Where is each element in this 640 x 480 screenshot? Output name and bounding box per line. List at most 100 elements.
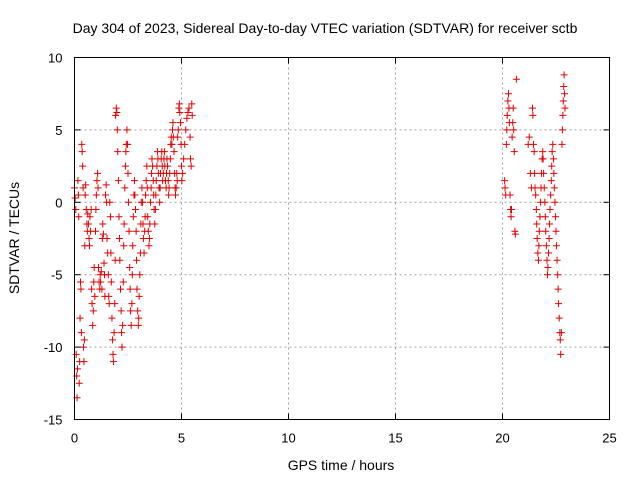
- data-point: [144, 227, 152, 235]
- data-point: [547, 177, 555, 185]
- data-point: [530, 140, 538, 148]
- data-point: [510, 126, 518, 134]
- data-point: [530, 148, 538, 156]
- data-point: [551, 198, 559, 206]
- data-point: [558, 126, 566, 134]
- data-point: [181, 140, 189, 148]
- data-point: [169, 119, 177, 127]
- data-point: [151, 220, 159, 228]
- data-point: [134, 321, 142, 329]
- data-point: [170, 148, 178, 156]
- data-point: [100, 259, 108, 267]
- data-point: [84, 220, 92, 228]
- data-point: [123, 126, 131, 134]
- data-point: [97, 278, 105, 286]
- data-point: [507, 206, 515, 214]
- data-point: [142, 177, 150, 185]
- data-point: [99, 230, 107, 238]
- data-point: [179, 169, 187, 177]
- data-point: [151, 206, 159, 214]
- data-point: [102, 181, 110, 189]
- data-point: [98, 285, 106, 293]
- data-point: [113, 126, 121, 134]
- data-point: [121, 184, 129, 192]
- data-point: [104, 271, 112, 279]
- y-tick-label: 5: [55, 123, 62, 138]
- x-tick-label: 20: [495, 431, 509, 446]
- x-tick-label: 10: [281, 431, 295, 446]
- data-point: [74, 177, 82, 185]
- data-point: [140, 249, 148, 257]
- data-point: [109, 358, 117, 366]
- data-point: [99, 220, 107, 228]
- data-point: [94, 169, 102, 177]
- data-point: [539, 155, 547, 163]
- data-point: [532, 191, 540, 199]
- data-point: [93, 177, 101, 185]
- data-point: [132, 227, 140, 235]
- data-point: [97, 268, 105, 276]
- data-point: [122, 148, 130, 156]
- data-point: [146, 198, 154, 206]
- data-point: [509, 104, 517, 112]
- x-tick-label: 25: [602, 431, 616, 446]
- data-point: [131, 206, 139, 214]
- data-point: [559, 111, 567, 119]
- data-point: [560, 71, 568, 79]
- data-point: [543, 256, 551, 264]
- data-point: [546, 206, 554, 214]
- data-point: [81, 191, 89, 199]
- data-point: [156, 184, 164, 192]
- data-point: [172, 184, 180, 192]
- data-point: [541, 213, 549, 221]
- data-point: [91, 292, 99, 300]
- data-point: [129, 213, 137, 221]
- data-point: [525, 133, 533, 141]
- data-point: [178, 177, 186, 185]
- data-point: [92, 206, 100, 214]
- data-point: [107, 278, 115, 286]
- data-point: [186, 133, 194, 141]
- data-point: [556, 336, 564, 344]
- data-point: [508, 133, 516, 141]
- data-point: [118, 343, 126, 351]
- data-point: [152, 191, 160, 199]
- data-point: [168, 140, 176, 148]
- data-point: [534, 256, 542, 264]
- data-point: [120, 220, 128, 228]
- data-point: [112, 104, 120, 112]
- data-point: [539, 148, 547, 156]
- data-point: [134, 307, 142, 315]
- data-point: [114, 177, 122, 185]
- data-point: [178, 162, 185, 170]
- data-point: [89, 321, 97, 329]
- data-point: [512, 75, 520, 83]
- data-point: [126, 263, 134, 271]
- data-point: [75, 213, 83, 221]
- data-point: [110, 329, 118, 337]
- data-point: [119, 278, 127, 286]
- data-point: [546, 220, 554, 228]
- data-point: [501, 177, 509, 185]
- data-point: [148, 169, 156, 177]
- data-point: [540, 169, 548, 177]
- data-point: [506, 191, 514, 199]
- data-point: [124, 140, 132, 148]
- data-point: [552, 213, 560, 221]
- data-point: [156, 198, 164, 206]
- data-point: [507, 213, 515, 221]
- data-point: [115, 213, 123, 221]
- data-point: [545, 235, 553, 242]
- data-point: [102, 191, 110, 199]
- chart-title: Day 304 of 2023, Sidereal Day-to-day VTE…: [73, 20, 578, 36]
- data-point: [152, 177, 160, 185]
- data-point: [183, 114, 191, 122]
- data-point: [130, 177, 138, 185]
- data-point: [554, 285, 562, 293]
- data-point: [136, 271, 144, 279]
- data-point: [160, 148, 168, 156]
- data-point: [120, 242, 128, 250]
- data-point: [128, 271, 136, 279]
- data-point: [545, 249, 553, 257]
- data-point: [89, 307, 97, 315]
